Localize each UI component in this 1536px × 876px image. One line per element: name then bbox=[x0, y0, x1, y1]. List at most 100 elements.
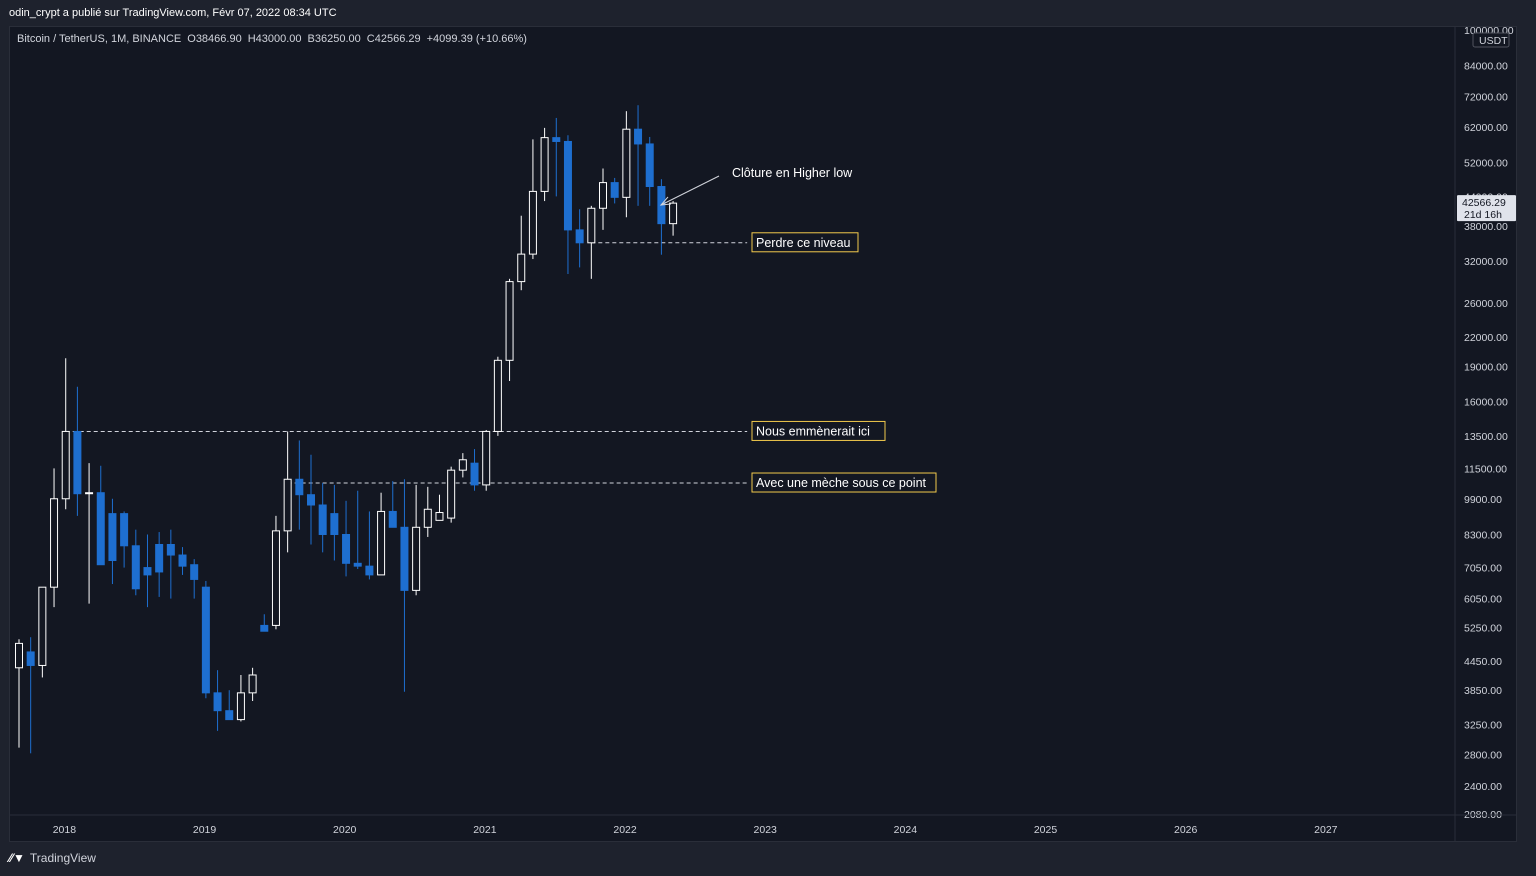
candle-body bbox=[50, 498, 59, 588]
high-label: H bbox=[247, 33, 256, 45]
candle bbox=[283, 431, 292, 553]
candle bbox=[178, 547, 187, 575]
low-value: B36250.00 bbox=[308, 33, 361, 45]
annotations-layer: Clôture en Higher low Perdre ce niveau Nou… bbox=[659, 166, 937, 493]
candle bbox=[15, 639, 23, 748]
candle-body bbox=[38, 586, 47, 666]
candle-body bbox=[143, 567, 152, 576]
footer: ⁄⁄▼ TradingView bbox=[9, 851, 96, 865]
candle bbox=[610, 177, 619, 204]
candle-body bbox=[563, 140, 572, 231]
high-number: 43000.00 bbox=[255, 33, 302, 45]
candle bbox=[213, 670, 222, 731]
candle bbox=[50, 468, 59, 608]
candle-body bbox=[155, 544, 164, 573]
price-tick-label: 84000.00 bbox=[1464, 60, 1508, 72]
candle-body bbox=[575, 229, 584, 244]
price-tick-label: 22000.00 bbox=[1464, 332, 1508, 344]
candle bbox=[120, 511, 129, 568]
candle-body bbox=[201, 586, 210, 694]
candle bbox=[248, 667, 257, 702]
candle-body bbox=[505, 281, 514, 361]
candle-body bbox=[213, 692, 222, 712]
candle bbox=[307, 454, 315, 545]
candle bbox=[482, 429, 491, 491]
unit-box bbox=[1472, 32, 1510, 48]
candle-body bbox=[470, 462, 479, 486]
higher-low-label: Clôture en Higher low bbox=[732, 166, 853, 180]
candle bbox=[377, 492, 386, 576]
candle-body bbox=[493, 359, 502, 432]
candle bbox=[61, 358, 70, 510]
close-label: C bbox=[366, 33, 375, 45]
candle bbox=[412, 484, 421, 596]
candle-body bbox=[540, 137, 549, 192]
candle bbox=[505, 278, 514, 381]
candle-body bbox=[669, 202, 678, 225]
time-tick-label: 2021 bbox=[473, 824, 497, 836]
candle bbox=[528, 139, 537, 260]
time-axis[interactable]: 2018 2019 2020 2021 2022 2023 2024 2025 2026 2027 bbox=[53, 824, 1338, 836]
candle-body bbox=[365, 565, 374, 576]
candles-layer bbox=[15, 105, 678, 754]
candle-body bbox=[225, 710, 234, 721]
change-value: +4099.39 (+10.66%) bbox=[426, 33, 527, 45]
time-tick-label: 2020 bbox=[333, 824, 357, 836]
price-tick-label: 2400.00 bbox=[1464, 781, 1502, 793]
candle bbox=[85, 463, 94, 604]
price-tick-label: 11500.00 bbox=[1464, 463, 1507, 475]
symbol-name[interactable]: Bitcoin / TetherUS, 1M, BINANCE bbox=[17, 33, 182, 45]
price-tick-label: 7050.00 bbox=[1464, 563, 1502, 575]
candle bbox=[201, 580, 210, 699]
arrow-head-icon bbox=[659, 196, 672, 206]
price-tick-label: 3850.00 bbox=[1464, 685, 1502, 697]
candle-body bbox=[318, 504, 327, 535]
price-tick-label: 72000.00 bbox=[1464, 92, 1508, 104]
candle bbox=[318, 483, 327, 553]
price-tick-label: 3250.00 bbox=[1464, 720, 1502, 732]
high-value: H43000.00 bbox=[248, 33, 302, 45]
tradingview-logo-icon: ⁄⁄▼ bbox=[9, 851, 25, 865]
candle-body bbox=[634, 128, 643, 145]
low-label: B bbox=[307, 33, 315, 45]
candle bbox=[108, 498, 117, 585]
price-tick-label: 26000.00 bbox=[1464, 298, 1508, 310]
price-axis[interactable]: 100000.0084000.0072000.0062000.0052000.0… bbox=[1457, 25, 1516, 821]
candle bbox=[493, 356, 502, 436]
price-tick-label: 2800.00 bbox=[1464, 750, 1502, 762]
candle-body bbox=[330, 513, 339, 535]
candle bbox=[26, 637, 35, 754]
candle-body bbox=[26, 651, 35, 666]
time-tick-label: 2024 bbox=[894, 824, 918, 836]
candle-body bbox=[552, 137, 561, 142]
publisher-line: odin_crypt a publié sur TradingView.com,… bbox=[9, 7, 337, 19]
candle bbox=[342, 500, 351, 577]
candle bbox=[388, 481, 397, 528]
price-tick-label: 38000.00 bbox=[1464, 221, 1508, 233]
price-tick-label: 62000.00 bbox=[1464, 122, 1508, 134]
candle-body bbox=[108, 513, 117, 562]
candle-body bbox=[260, 624, 269, 632]
candle bbox=[552, 117, 561, 197]
candle bbox=[260, 614, 269, 632]
time-tick-label: 2022 bbox=[613, 824, 637, 836]
higher-low-arrow bbox=[660, 175, 720, 206]
price-tick-label: 19000.00 bbox=[1464, 362, 1508, 374]
price-tick-label: 5250.00 bbox=[1464, 622, 1502, 634]
candle bbox=[575, 209, 584, 268]
candle bbox=[190, 559, 199, 599]
candle-body bbox=[412, 526, 421, 591]
candle bbox=[143, 534, 152, 608]
candle-body bbox=[271, 530, 280, 626]
price-tick-label: 16000.00 bbox=[1464, 396, 1508, 408]
last-price-countdown: 21d 16h bbox=[1464, 209, 1502, 221]
candle-body bbox=[342, 533, 351, 564]
annotation-label: Nous emmènerait ici bbox=[756, 424, 870, 438]
candle-body bbox=[528, 190, 537, 255]
candle-body bbox=[458, 459, 467, 471]
candle bbox=[540, 127, 549, 202]
candle bbox=[131, 529, 140, 596]
candle-body bbox=[622, 128, 631, 198]
candle bbox=[155, 532, 164, 597]
